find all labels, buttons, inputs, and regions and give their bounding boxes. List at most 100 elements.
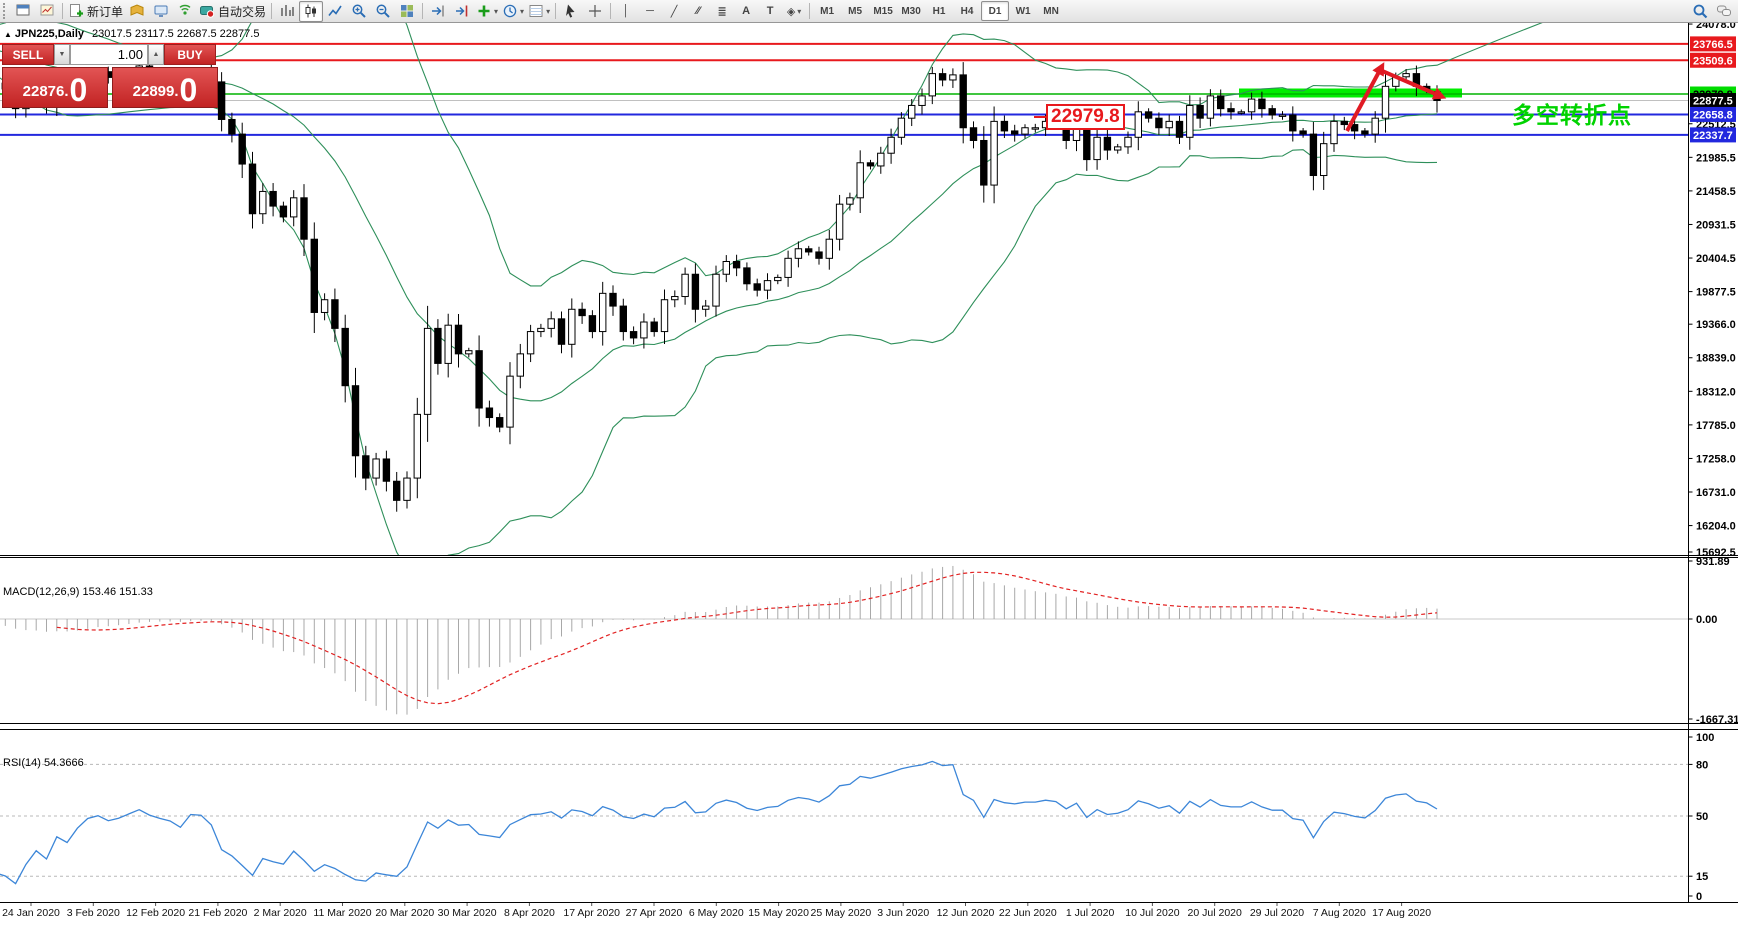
virtual-hosting-icon[interactable] [149, 1, 173, 22]
timeframe-d1-button[interactable]: D1 [981, 1, 1010, 21]
chart-shift-icon[interactable] [450, 1, 474, 22]
candle-body [1289, 114, 1297, 132]
indicators-add-icon[interactable]: ▾ [474, 1, 500, 22]
chart-canvas[interactable]: 24078.022512.521985.521458.520931.520404… [0, 0, 1738, 919]
timeframe-m1-button[interactable]: M1 [820, 5, 835, 17]
volume-input[interactable] [70, 44, 148, 65]
horizontal-line-icon[interactable]: ─ [646, 5, 654, 17]
date-label: 25 May 2020 [811, 907, 872, 919]
scale-tick-label: 21985.5 [1696, 152, 1736, 164]
scale-tick-label: 80 [1696, 759, 1708, 771]
toolbar-separator [610, 3, 612, 19]
main-chart-area [0, 0, 1688, 555]
arr2-glyph [456, 5, 468, 17]
timeframe-mn-button[interactable]: MN [1043, 5, 1059, 17]
candle-body [444, 324, 452, 364]
autotrading-button[interactable]: 自动交易 [197, 1, 268, 22]
trendline-icon[interactable]: ╱ [670, 5, 678, 18]
bollinger-upper-band [0, 0, 1589, 287]
arrows-tool-icon[interactable]: ◈ ▾ [786, 5, 802, 18]
candle-body [320, 299, 329, 313]
toolbar-separator [555, 3, 557, 19]
candle-body [856, 162, 864, 199]
new-order-button[interactable]: 新订单 [66, 1, 125, 22]
rsi-panel [0, 760, 1688, 885]
candle-body [938, 73, 947, 81]
text-label-icon[interactable]: T [766, 5, 774, 17]
bar-chart-icon[interactable] [275, 1, 299, 22]
candlestick-chart-icon[interactable] [299, 0, 324, 22]
price-tag-dash [1034, 116, 1046, 118]
candle-glyph [305, 4, 317, 18]
chart-symbol-period: JPN225,Daily [14, 28, 85, 40]
auto-arrange-icon[interactable] [426, 1, 450, 22]
volume-dropdown-button[interactable]: ▼ [54, 44, 70, 65]
trend-arrow-up-head [1372, 62, 1385, 77]
charts-window-icon[interactable] [11, 1, 35, 22]
tile-windows-icon[interactable] [395, 1, 419, 22]
scale-tick-label: 931.89 [1696, 556, 1730, 568]
sell-price-pip: 0 [69, 72, 88, 108]
candle-body [1237, 111, 1245, 114]
price-annotation-tag[interactable]: 22979.8 [1046, 104, 1125, 130]
candle-body [310, 238, 319, 313]
candle-body [1381, 85, 1390, 119]
crosshair-icon[interactable] [583, 1, 607, 22]
candle-body [1361, 130, 1369, 135]
candle-body [516, 353, 524, 377]
candle-body [1268, 108, 1276, 116]
green-highlight-zone [1239, 88, 1462, 98]
templates-icon[interactable]: ▾ [526, 1, 552, 22]
candle-body [1217, 95, 1225, 110]
candle-body [341, 327, 349, 387]
cross-glyph [589, 5, 602, 17]
candle-body [835, 203, 844, 240]
vertical-line-icon[interactable]: │ [622, 5, 630, 17]
chat-icon[interactable] [1712, 1, 1736, 22]
candle-body [1124, 136, 1132, 148]
candle-body [805, 248, 813, 253]
cursor-glyph [566, 4, 575, 18]
line-chart-icon[interactable] [323, 1, 347, 22]
buy-price-box[interactable]: 22899. 0 [112, 67, 218, 108]
timeframe-w1-button[interactable]: W1 [1015, 5, 1031, 17]
equidistant-channel-icon[interactable]: ⁄⁄ [696, 5, 700, 17]
scale-price-label-text: 23766.5 [1693, 39, 1733, 51]
collapse-arrow-icon[interactable]: ▲ [4, 30, 12, 39]
zoom-in-icon[interactable] [347, 1, 371, 22]
timeframe-h4-button[interactable]: H4 [960, 5, 974, 17]
search-icon[interactable] [1688, 1, 1712, 22]
candle-body [578, 308, 586, 317]
timeframe-m5-button[interactable]: M5 [848, 5, 863, 17]
buy-button[interactable]: BUY [164, 44, 216, 65]
signals-icon[interactable] [173, 1, 197, 22]
candle-body [372, 458, 380, 479]
candle-body [465, 350, 473, 355]
fibonacci-icon[interactable]: ≣ [717, 5, 727, 18]
toolbar-separator [809, 3, 811, 19]
sell-price-box[interactable]: 22876. 0 [2, 67, 108, 108]
market-icon[interactable] [125, 1, 149, 22]
sell-button[interactable]: SELL [2, 44, 54, 65]
auto-glyph [200, 6, 215, 18]
candle-body [454, 324, 463, 355]
candle-body [1093, 136, 1101, 161]
buy-price-pip: 0 [179, 72, 198, 108]
volume-stepper[interactable]: ▲ [148, 44, 164, 65]
scale-tick-label: 15692.5 [1696, 547, 1736, 559]
periods-icon[interactable]: ▾ [500, 1, 526, 22]
candle-body [1320, 143, 1328, 177]
timeframe-m15-button[interactable]: M15 [873, 5, 893, 17]
turning-point-annotation[interactable]: 多空转折点 [1512, 102, 1632, 128]
timeframe-h1-button[interactable]: H1 [932, 5, 946, 17]
zoom-out-icon[interactable] [371, 1, 395, 22]
sell-price: 22876. [22, 83, 69, 100]
date-label: 1 Jul 2020 [1066, 907, 1115, 919]
candle-body [969, 127, 978, 141]
timeframe-m30-button[interactable]: M30 [901, 5, 921, 17]
scale-tick-label: 16731.0 [1696, 487, 1736, 499]
cursor-icon[interactable] [559, 1, 583, 22]
text-icon[interactable]: A [742, 5, 751, 17]
candle-body [681, 273, 689, 298]
data-window-icon[interactable] [35, 1, 59, 22]
